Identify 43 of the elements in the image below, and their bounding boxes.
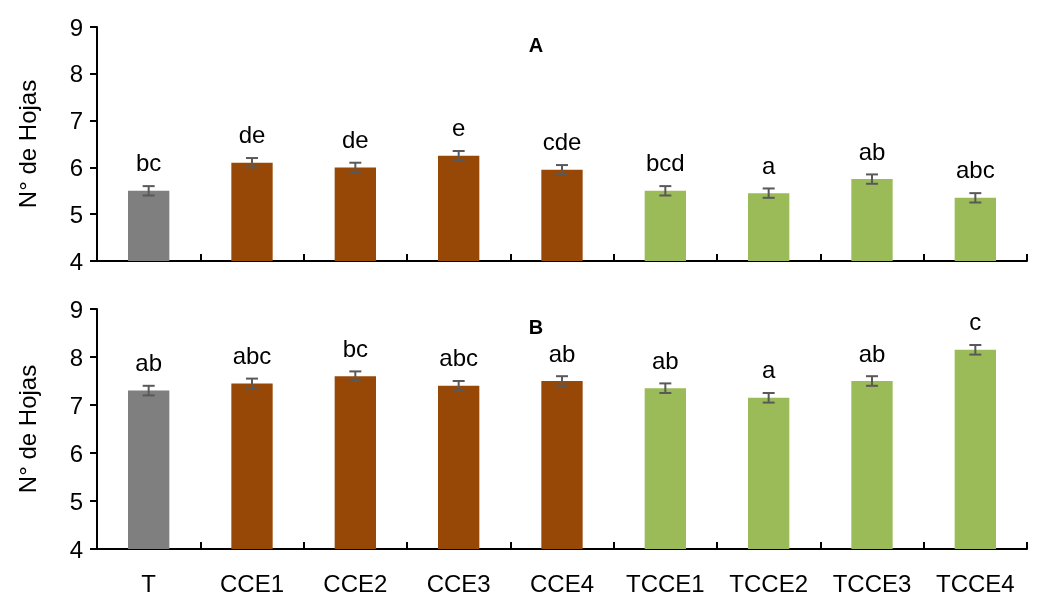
y-tick-label: 8 <box>69 343 83 371</box>
x-tick-label: TCCE2 <box>729 569 809 597</box>
annotation: abc <box>232 341 272 369</box>
annotation: bcd <box>645 149 685 177</box>
y-tick-label: 6 <box>69 153 83 181</box>
y-tick-label: 7 <box>69 107 83 135</box>
y-tick-label: 4 <box>69 535 83 563</box>
chart-title: B <box>528 316 544 338</box>
annotation: ab <box>135 349 163 377</box>
y-axis-title: N° de Hojas <box>13 79 41 209</box>
chart-title: A <box>528 34 544 56</box>
x-tick-label: CCE3 <box>426 569 491 597</box>
annotation: bc <box>135 149 162 177</box>
annotation: ab <box>858 137 886 165</box>
y-tick-label: 7 <box>69 391 83 419</box>
x-tick-label: TCCE1 <box>625 569 705 597</box>
annotation: cde <box>542 128 582 156</box>
annotation: de <box>341 125 369 153</box>
y-tick-label: 9 <box>69 295 83 323</box>
y-tick-label: 6 <box>69 439 83 467</box>
y-tick-label: 5 <box>69 200 83 228</box>
y-tick-label: 4 <box>69 247 83 275</box>
annotation: ab <box>548 339 576 367</box>
annotation: a <box>761 356 776 384</box>
annotation: e <box>451 114 466 142</box>
x-tick-label: CCE4 <box>529 569 595 597</box>
x-tick-label: TCCE3 <box>832 569 912 597</box>
annotation: abc <box>439 344 479 372</box>
annotation: de <box>238 121 266 149</box>
annotation: c <box>969 308 982 336</box>
y-tick-label: 8 <box>69 60 83 88</box>
y-tick-label: 9 <box>69 13 83 41</box>
x-tick-label: CCE1 <box>219 569 285 597</box>
y-axis-title: N° de Hojas <box>13 364 41 494</box>
annotation: bc <box>342 334 369 362</box>
annotation: abc <box>955 156 995 184</box>
x-tick-label: T <box>141 569 157 597</box>
annotation: a <box>761 151 776 179</box>
annotation: ab <box>651 346 679 374</box>
y-tick-label: 5 <box>69 487 83 515</box>
annotation: ab <box>858 339 886 367</box>
x-tick-label: TCCE4 <box>935 569 1015 597</box>
x-tick-label: CCE2 <box>323 569 388 597</box>
